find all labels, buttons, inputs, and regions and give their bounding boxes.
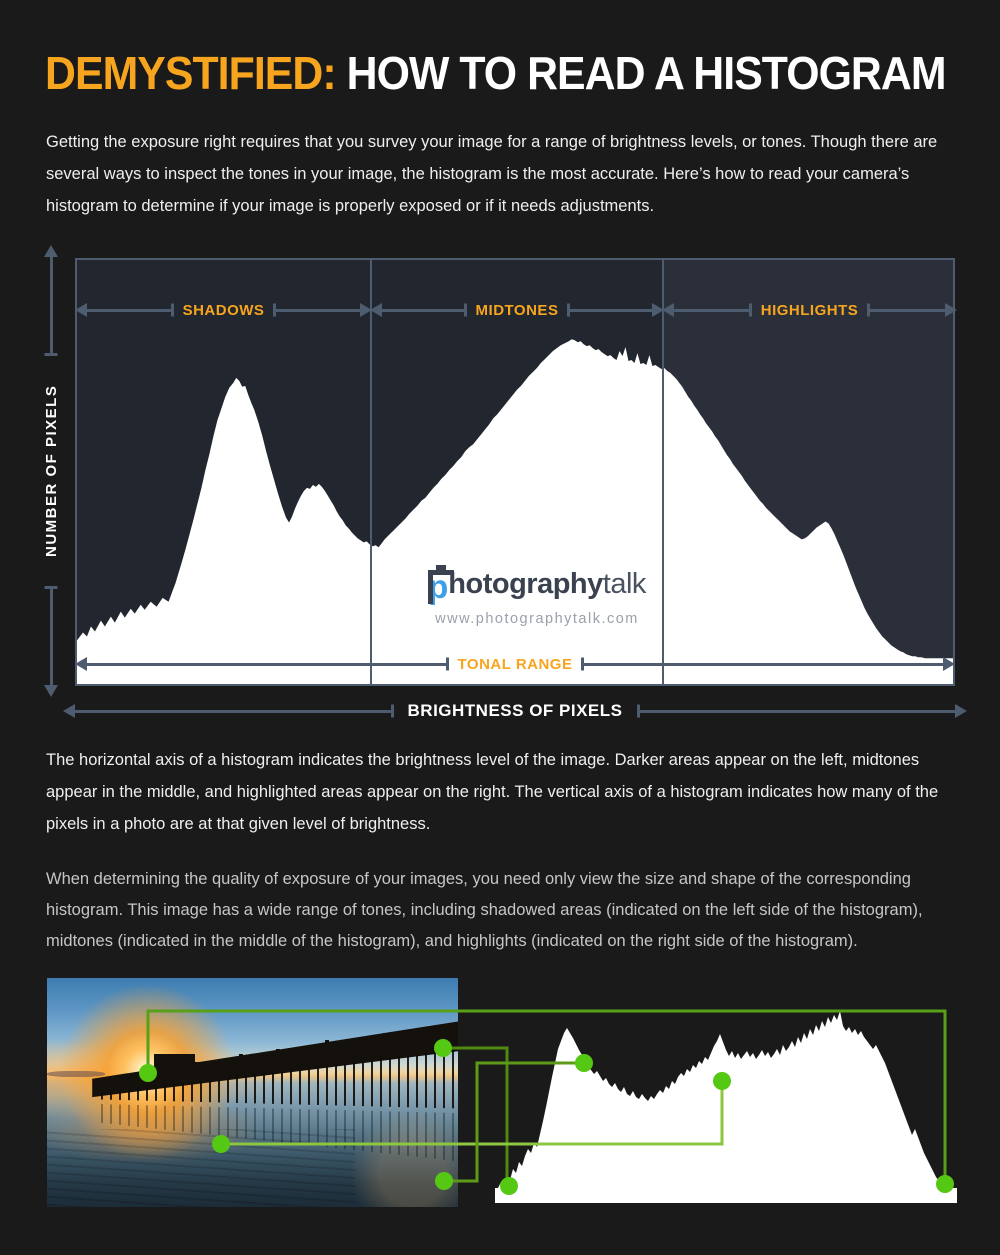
arrow-right-icon [567,308,652,312]
lamp-post-icon [239,1053,244,1070]
shadows-label: SHADOWS [182,301,265,319]
logo-url: www.photographytalk.com [435,611,639,627]
lamp-post-icon [325,1039,330,1056]
x-axis-label: BRIGHTNESS OF PIXELS [407,701,623,720]
lamp-post-icon [432,1028,437,1045]
y-axis-arrow-down [49,586,53,686]
link-line-sand-to-shadow-peak [444,1061,584,1183]
title-accent: DEMYSTIFIED: [45,47,337,99]
y-axis-label: NUMBER OF PIXELS [42,384,60,558]
section-divider-midtones-highlights [662,260,664,684]
intro-paragraph: Getting the exposure right requires that… [46,133,938,215]
arrow-right-icon [581,662,944,666]
camera-bracket-icon [428,565,455,604]
arrow-left-icon [382,308,467,312]
example-histogram-floor [495,1188,957,1203]
body-paragraph-axes: The horizontal axis of a histogram indic… [46,751,939,833]
lamp-post-icon [383,1032,388,1049]
logo-brand-light: talk [602,568,647,600]
arrow-right-icon [636,709,956,713]
highlights-label: HIGHLIGHTS [760,301,859,319]
arrow-right-icon [867,308,945,312]
arrow-left-icon [75,709,394,713]
section-header-highlights: HIGHLIGHTS [674,300,945,320]
body-paragraph-exposure: When determining the quality of exposure… [46,870,923,950]
section-header-midtones: MIDTONES [382,300,652,320]
y-axis: NUMBER OF PIXELS [40,256,62,686]
logo-letter-p: p [428,568,449,605]
logo-brand-bold: hotography [448,568,603,600]
arrow-left-icon [87,308,174,312]
arrow-right-icon [273,308,360,312]
link-dot-hist-peak [575,1054,593,1072]
example-pier-photo [47,978,458,1207]
page-title: DEMYSTIFIED: HOW TO READ A HISTOGRAM [45,46,946,100]
photographytalk-logo: p hotography talk www.photographytalk.com [407,565,667,627]
section-divider-shadows-midtones [370,260,372,684]
midtones-label: MIDTONES [475,301,559,319]
sand-ripples [47,1129,356,1207]
main-histogram-svg [77,339,953,684]
tonal-range-label: TONAL RANGE [457,655,573,673]
title-main: HOW TO READ A HISTOGRAM [346,47,947,99]
pier-building-silhouette [153,1053,203,1082]
arrow-left-icon [674,308,752,312]
section-header-shadows: SHADOWS [87,300,360,320]
y-axis-arrow-up [49,256,53,356]
link-dot-hist-right-base [936,1175,954,1193]
x-axis: BRIGHTNESS OF PIXELS [75,699,956,723]
island-silhouette [47,1070,105,1077]
link-dot-hist-mid [713,1072,731,1090]
example-histogram-shape [495,1011,957,1203]
lamp-post-icon [276,1048,281,1065]
main-histogram-shape [77,339,953,684]
arrow-left-icon [87,662,449,666]
histogram-diagram: SHADOWS MIDTONES HIGHLIGHTS p hotography t… [75,258,955,686]
tonal-range-row: TONAL RANGE [87,654,944,674]
link-dot-hist-left-base [500,1177,518,1195]
